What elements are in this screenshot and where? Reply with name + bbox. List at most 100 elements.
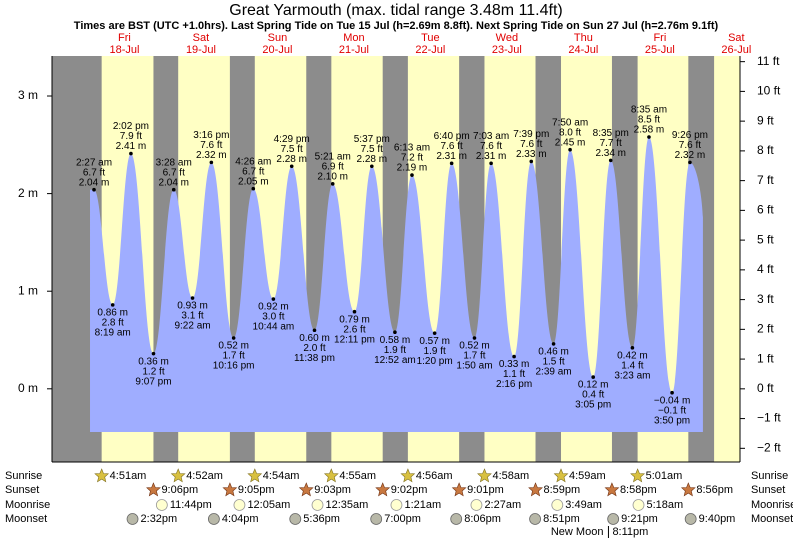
row-time: 9:02pm (391, 484, 428, 496)
tide-label: 2:16 pm (496, 379, 532, 390)
row-time: 12:05am (247, 499, 290, 511)
day-name: Tue (421, 32, 440, 44)
tide-label: 2.32 m (675, 150, 706, 161)
tide-label: 2.34 m (595, 148, 626, 159)
tide-label: 11:38 pm (294, 353, 335, 364)
tide-label: 1:50 am (456, 361, 492, 372)
tide-point (512, 354, 516, 359)
row-label: Sunset (751, 484, 785, 496)
row-time: 3:49am (565, 499, 602, 511)
tide-label: 7.6 ft (480, 141, 502, 152)
chart-subtitle: Times are BST (UTC +1.0hrs). Last Spring… (74, 20, 719, 32)
row-label: Moonrise (751, 499, 793, 511)
tide-label: 0.60 m (299, 333, 330, 344)
tide-label: 10:16 pm (213, 361, 255, 372)
tide-label: 9:07 pm (135, 376, 171, 387)
tide-label: 3:05 pm (575, 400, 611, 411)
sunset-icon (146, 482, 161, 497)
tide-point (110, 303, 115, 307)
tide-label: 2.04 m (79, 177, 110, 188)
moon-phase-time: 8:11pm (612, 526, 648, 538)
row-time: 2:27am (484, 499, 521, 511)
moonset-icon (126, 513, 139, 525)
tide-point (410, 173, 414, 177)
tide-point (271, 297, 276, 301)
tide-label: 2.8 ft (102, 318, 124, 329)
tide-label: 0.36 m (138, 356, 169, 367)
day-date: 26-Jul (721, 44, 751, 56)
tide-point (393, 330, 397, 334)
row-time: 5:01am (646, 470, 683, 482)
sunrise-icon (94, 468, 110, 483)
moonrise-icon (390, 499, 403, 511)
row-time: 4:51am (110, 470, 147, 482)
tide-label: 1.1 ft (503, 369, 525, 380)
row-time: 4:52am (186, 470, 223, 482)
tide-label: 7.6 ft (520, 139, 542, 150)
tide-label: 0.46 m (538, 347, 569, 358)
tide-label: 3:28 am (156, 157, 192, 168)
tide-label: 2.0 ft (303, 343, 325, 354)
tide-label: 7.6 ft (441, 141, 463, 152)
sunset-icon (222, 482, 238, 497)
tide-label: 3:16 pm (193, 130, 229, 141)
tide-label: 2.28 m (357, 154, 388, 165)
tide-label: 6:40 pm (434, 131, 470, 142)
tide-label: −0.04 m (654, 395, 690, 406)
y2-tick-label: −1 ft (757, 411, 781, 425)
tide-label: 8:35 pm (593, 128, 629, 139)
row-time: 9:06pm (161, 484, 198, 496)
row-time: 8:56pm (696, 484, 733, 496)
moonset-icon (607, 513, 620, 525)
tide-label: 0.12 m (578, 380, 609, 391)
tide-point (529, 159, 534, 164)
sunrise-icon (323, 468, 339, 483)
tide-point (608, 158, 613, 163)
day-name: Thu (574, 32, 593, 44)
tide-label: 12:11 pm (334, 334, 375, 345)
tide-label: 7.5 ft (281, 144, 303, 155)
tide-label: −0.1 ft (658, 405, 686, 416)
moonrise-icon (632, 499, 645, 511)
tide-label: 2.45 m (555, 137, 586, 148)
tide-label: 4:26 am (235, 156, 271, 167)
tide-area (90, 137, 703, 432)
tide-label: 9:22 am (174, 321, 210, 332)
tide-label: 1.7 ft (223, 351, 245, 362)
tide-label: 5:37 pm (354, 134, 390, 145)
tide-label: 2.41 m (116, 141, 147, 152)
tide-label: 2.05 m (238, 176, 269, 187)
row-time: 8:06pm (464, 513, 501, 525)
tide-label: 3:23 am (614, 370, 650, 381)
row-time: 5:36pm (303, 513, 340, 525)
tide-label: 6.7 ft (242, 166, 264, 177)
row-time: 4:59am (569, 470, 606, 482)
row-label: Moonset (751, 513, 793, 525)
tide-label: 6.7 ft (163, 167, 185, 178)
moonrise-icon (233, 499, 246, 511)
daylight-band (714, 56, 740, 462)
day-date: 19-Jul (186, 44, 216, 56)
day-name: Sat (728, 32, 745, 44)
row-time: 4:56am (416, 470, 453, 482)
moonset-icon (450, 513, 463, 525)
day-name: Sun (268, 32, 288, 44)
tide-label: 3.1 ft (181, 311, 203, 322)
tide-label: 0.33 m (499, 359, 530, 370)
tide-label: 2.6 ft (343, 324, 365, 335)
y2-tick-label: 3 ft (757, 292, 774, 306)
tide-label: 2:02 pm (113, 121, 149, 132)
y2-tick-label: 0 ft (757, 381, 774, 395)
row-time: 9:21pm (621, 513, 658, 525)
row-label: Moonset (5, 513, 47, 525)
chart-title: Great Yarmouth (max. tidal range 3.48m 1… (229, 2, 563, 19)
y2-tick-label: 8 ft (757, 143, 774, 157)
tide-label: 7.5 ft (361, 144, 383, 155)
day-date: 23-Jul (492, 44, 522, 56)
tide-label: 7:50 am (552, 117, 588, 128)
sunset-icon (604, 482, 620, 497)
tide-point (289, 164, 294, 169)
row-time: 5:18am (647, 499, 684, 511)
tide-point (209, 160, 214, 165)
tide-label: 2:39 am (536, 367, 572, 378)
